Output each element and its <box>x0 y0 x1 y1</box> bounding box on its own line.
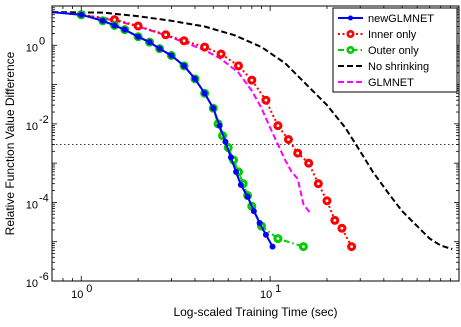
data-point-center <box>237 64 240 68</box>
x-tick-label: 10 <box>260 289 272 301</box>
data-point-center <box>316 182 320 186</box>
data-point <box>269 243 276 250</box>
legend-marker-center <box>349 48 352 52</box>
data-point <box>156 45 163 52</box>
data-point <box>191 75 198 82</box>
data-point-center <box>136 24 140 28</box>
data-point <box>233 168 240 175</box>
data-point-center <box>325 199 329 203</box>
legend-marker <box>348 15 353 21</box>
legend-label-inner-only: Inner only <box>368 29 417 41</box>
data-point-center <box>250 78 254 82</box>
x-tick-label: 10 <box>71 289 83 301</box>
data-point <box>244 193 251 200</box>
data-point <box>201 90 208 97</box>
series-newglmnet <box>52 11 276 250</box>
y-tick-label: 10 <box>26 199 38 211</box>
data-point-center <box>164 33 168 37</box>
data-point-center <box>203 45 207 49</box>
y-tick-label: 10 <box>26 42 38 54</box>
data-point <box>99 17 106 24</box>
legend-label-newglmnet: newGLMNET <box>368 13 434 25</box>
legend: newGLMNET Inner only Outer only No shrinkin… <box>332 7 458 93</box>
legend-label-outer-only: Outer only <box>368 45 419 57</box>
y-tick-label: 10 <box>26 278 38 290</box>
data-point-center <box>219 52 223 56</box>
data-point-center <box>350 245 354 249</box>
data-point-center <box>113 18 116 22</box>
y-tick-exponent: 0 <box>39 35 45 47</box>
y-tick-exponent: -6 <box>39 271 49 283</box>
data-point-center <box>301 245 305 249</box>
data-point-center <box>340 226 344 230</box>
legend-label-no-shrinking: No shrinking <box>368 61 429 73</box>
data-point-center <box>182 39 186 43</box>
y-tick-exponent: -2 <box>39 114 49 126</box>
data-point <box>262 231 269 238</box>
series-line-no-shrinking <box>52 11 453 251</box>
data-point <box>181 62 188 69</box>
y-axis-label: Relative Function Value Difference <box>3 51 17 235</box>
data-point <box>78 11 85 18</box>
x-axis: 10 0 10 1 <box>51 6 460 301</box>
legend-marker-center <box>349 32 352 36</box>
data-point <box>256 219 263 226</box>
legend-label-glmnet: GLMNET <box>368 77 414 89</box>
data-point-center <box>296 151 300 155</box>
legend-box <box>332 7 458 93</box>
data-point-center <box>264 98 268 102</box>
data-point <box>210 105 217 112</box>
y-tick-label: 10 <box>26 121 38 133</box>
data-point <box>227 154 234 161</box>
y-tick-exponent: -4 <box>39 192 49 204</box>
x-axis-label: Log-scaled Training Time (sec) <box>173 305 337 319</box>
data-point-center <box>276 124 280 128</box>
data-point-center <box>287 138 290 141</box>
x-tick-exponent: 0 <box>86 283 92 295</box>
data-point <box>135 33 142 40</box>
data-point <box>222 138 229 145</box>
x-tick-exponent: 1 <box>275 283 281 295</box>
data-point-center <box>333 218 337 222</box>
data-point <box>237 181 244 188</box>
data-point <box>111 22 118 29</box>
data-point-center <box>276 237 280 241</box>
data-point <box>168 52 175 59</box>
data-point <box>121 26 128 33</box>
series-layer <box>52 10 453 252</box>
data-point <box>216 122 223 129</box>
data-point <box>250 208 257 215</box>
series-no-shrinking <box>52 11 453 251</box>
data-point <box>146 39 153 46</box>
data-point-center <box>307 161 311 165</box>
